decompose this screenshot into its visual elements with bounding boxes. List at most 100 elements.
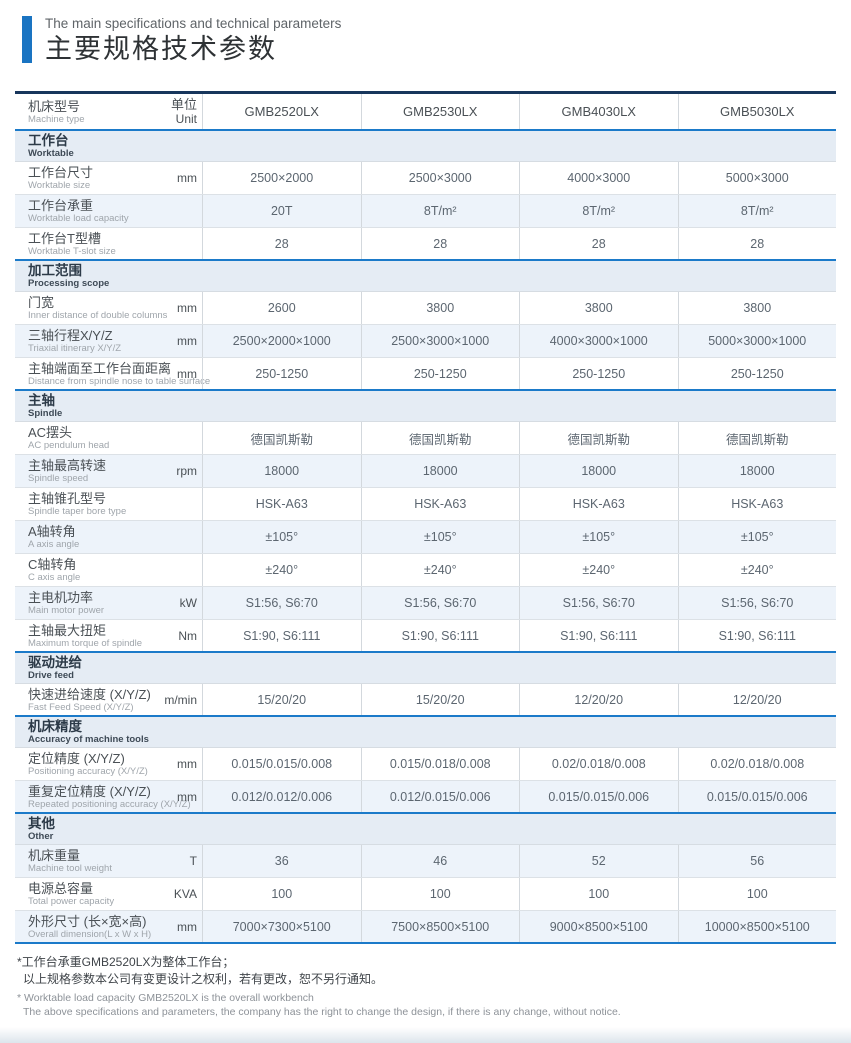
row-unit: T (189, 854, 197, 868)
header-model-2: GMB2530LX (360, 94, 520, 129)
row-unit: mm (177, 334, 197, 348)
row-unit: mm (177, 301, 197, 315)
row-value: 12/20/20 (519, 684, 678, 715)
page-title-en: The main specifications and technical pa… (45, 16, 342, 31)
row-label-zh: 工作台T型槽 (28, 230, 101, 246)
row-value: 0.015/0.015/0.008 (202, 748, 361, 780)
row-label-zh: 重复定位精度 (X/Y/Z) (28, 783, 151, 799)
row-value: 9000×8500×5100 (519, 911, 678, 942)
row-value: S1:90, S6:111 (202, 620, 361, 651)
header-unit-en: Unit (175, 111, 197, 126)
table-row: 主电机功率 Main motor power kW S1:56, S6:70 S1:56… (15, 587, 836, 620)
row-label: 门宽 Inner distance of double columns (15, 292, 167, 324)
row-label-en: Machine tool weight (28, 863, 112, 874)
row-value: 100 (519, 878, 678, 910)
row-label-zh: 工作台尺寸 (28, 165, 94, 180)
page-title-block: The main specifications and technical pa… (22, 16, 851, 65)
row-label-en: Worktable T-slot size (28, 245, 116, 257)
header-model-1: GMB2520LX (202, 94, 361, 129)
row-value: 20T (202, 195, 361, 227)
row-label: 工作台尺寸 Worktable size (15, 162, 164, 194)
header-machine-type-zh: 机床型号 (28, 98, 81, 114)
row-value: 0.02/0.018/0.008 (519, 748, 678, 780)
row-value: 15/20/20 (360, 684, 520, 715)
section-header: 主轴 Spindle (15, 391, 836, 422)
table-row: A轴转角 A axis angle ±105° ±105° ±105° ±105° (15, 521, 836, 554)
row-value: 46 (360, 845, 520, 877)
section-title-en: Processing scope (28, 278, 110, 289)
row-unit (164, 195, 202, 227)
header-machine-type-en: Machine type (28, 113, 85, 125)
spec-table: 机床型号 Machine type 单位 Unit GMB2520LX GMB2… (15, 91, 836, 944)
row-value: 0.012/0.012/0.006 (202, 781, 361, 812)
section-title-zh: 加工范围 (28, 263, 82, 278)
row-value: 250-1250 (677, 358, 837, 389)
table-body: 工作台 Worktable 工作台尺寸 Worktable size mm 2500×20… (15, 131, 836, 944)
row-label-zh: A轴转角 (28, 524, 76, 539)
row-value: 15/20/20 (202, 684, 361, 715)
section-title-zh: 工作台 (28, 133, 69, 148)
row-label-en: Fast Feed Speed (X/Y/Z) (28, 701, 134, 713)
header-unit-zh: 单位 (170, 96, 197, 112)
row-value: HSK-A63 (360, 488, 520, 520)
row-value: 7000×7300×5100 (202, 911, 361, 942)
section-title-en: Accuracy of machine tools (28, 734, 149, 745)
row-value: 250-1250 (202, 358, 361, 389)
row-value: ±240° (202, 554, 361, 586)
row-label-zh: C轴转角 (28, 557, 77, 572)
row-label-en: AC pendulum head (28, 440, 110, 451)
table-row: 工作台尺寸 Worktable size mm 2500×2000 2500×3000 4… (15, 162, 836, 195)
section-title-zh: 其他 (28, 816, 55, 831)
table-row: C轴转角 C axis angle ±240° ±240° ±240° ±240° (15, 554, 836, 587)
row-label-en: Main motor power (28, 605, 105, 616)
row-label-zh: 主轴最高转速 (28, 458, 107, 473)
row-label: 主轴最大扭矩 Maximum torque of spindle (15, 620, 164, 651)
row-label: 主轴端面至工作台面距离 Distance from spindle nose to… (15, 358, 211, 389)
row-label-en: Triaxial itinerary X/Y/Z (28, 343, 122, 354)
row-unit: rpm (176, 464, 197, 478)
row-label-en: Total power capacity (28, 896, 115, 907)
table-row: 主轴锥孔型号 Spindle taper bore type HSK-A63 HSK-… (15, 488, 836, 521)
row-label-zh: 电源总容量 (28, 881, 94, 896)
row-unit: kW (179, 596, 197, 610)
row-label-zh: AC摆头 (28, 425, 73, 440)
row-value: 8T/m² (519, 195, 678, 227)
section-title-en: Drive feed (28, 670, 74, 681)
row-label-en: Distance from spindle nose to table surf… (28, 375, 211, 387)
row-label: 主轴锥孔型号 Spindle taper bore type (15, 488, 164, 520)
footnote-en-1: * Worktable load capacity GMB2520LX is t… (17, 992, 314, 1004)
row-label: 电源总容量 Total power capacity (15, 878, 164, 910)
row-label-en: Maximum torque of spindle (28, 637, 143, 649)
row-label: A轴转角 A axis angle (15, 521, 164, 553)
row-unit (164, 521, 202, 553)
row-value: 18000 (519, 455, 678, 487)
row-value: 8T/m² (677, 195, 837, 227)
row-label: 快速进给速度 (X/Y/Z) Fast Feed Speed (X/Y/Z) (15, 684, 164, 715)
row-value: 0.012/0.015/0.006 (360, 781, 520, 812)
row-value: 52 (519, 845, 678, 877)
row-label: 外形尺寸 (长×宽×高) Overall dimension(L x W x H) (15, 911, 164, 942)
row-label: C轴转角 C axis angle (15, 554, 164, 586)
section-title-zh: 机床精度 (28, 719, 82, 734)
row-value: 2600 (202, 292, 361, 324)
row-value: 4000×3000×1000 (519, 325, 678, 357)
row-value: 德国凯斯勒 (360, 422, 520, 454)
row-label-zh: 三轴行程X/Y/Z (28, 328, 113, 343)
header-unit: 单位 Unit (164, 94, 202, 129)
section-header: 驱动进给 Drive feed (15, 653, 836, 684)
row-value: 28 (202, 228, 361, 259)
row-unit (164, 228, 202, 259)
row-label: 机床重量 Machine tool weight (15, 845, 164, 877)
row-value: 0.015/0.018/0.008 (360, 748, 520, 780)
row-label: 主轴最高转速 Spindle speed (15, 455, 164, 487)
row-value: S1:56, S6:70 (202, 587, 361, 619)
row-value: 8T/m² (360, 195, 520, 227)
row-label-en: Overall dimension(L x W x H) (28, 928, 152, 940)
row-label-zh: 主电机功率 (28, 590, 94, 605)
row-value: 3800 (677, 292, 837, 324)
row-value: ±240° (360, 554, 520, 586)
row-label: 工作台承重 Worktable load capacity (15, 195, 164, 227)
table-row: 工作台T型槽 Worktable T-slot size 28 28 28 28 (15, 228, 836, 261)
row-value: HSK-A63 (677, 488, 837, 520)
row-value: 10000×8500×5100 (677, 911, 837, 942)
